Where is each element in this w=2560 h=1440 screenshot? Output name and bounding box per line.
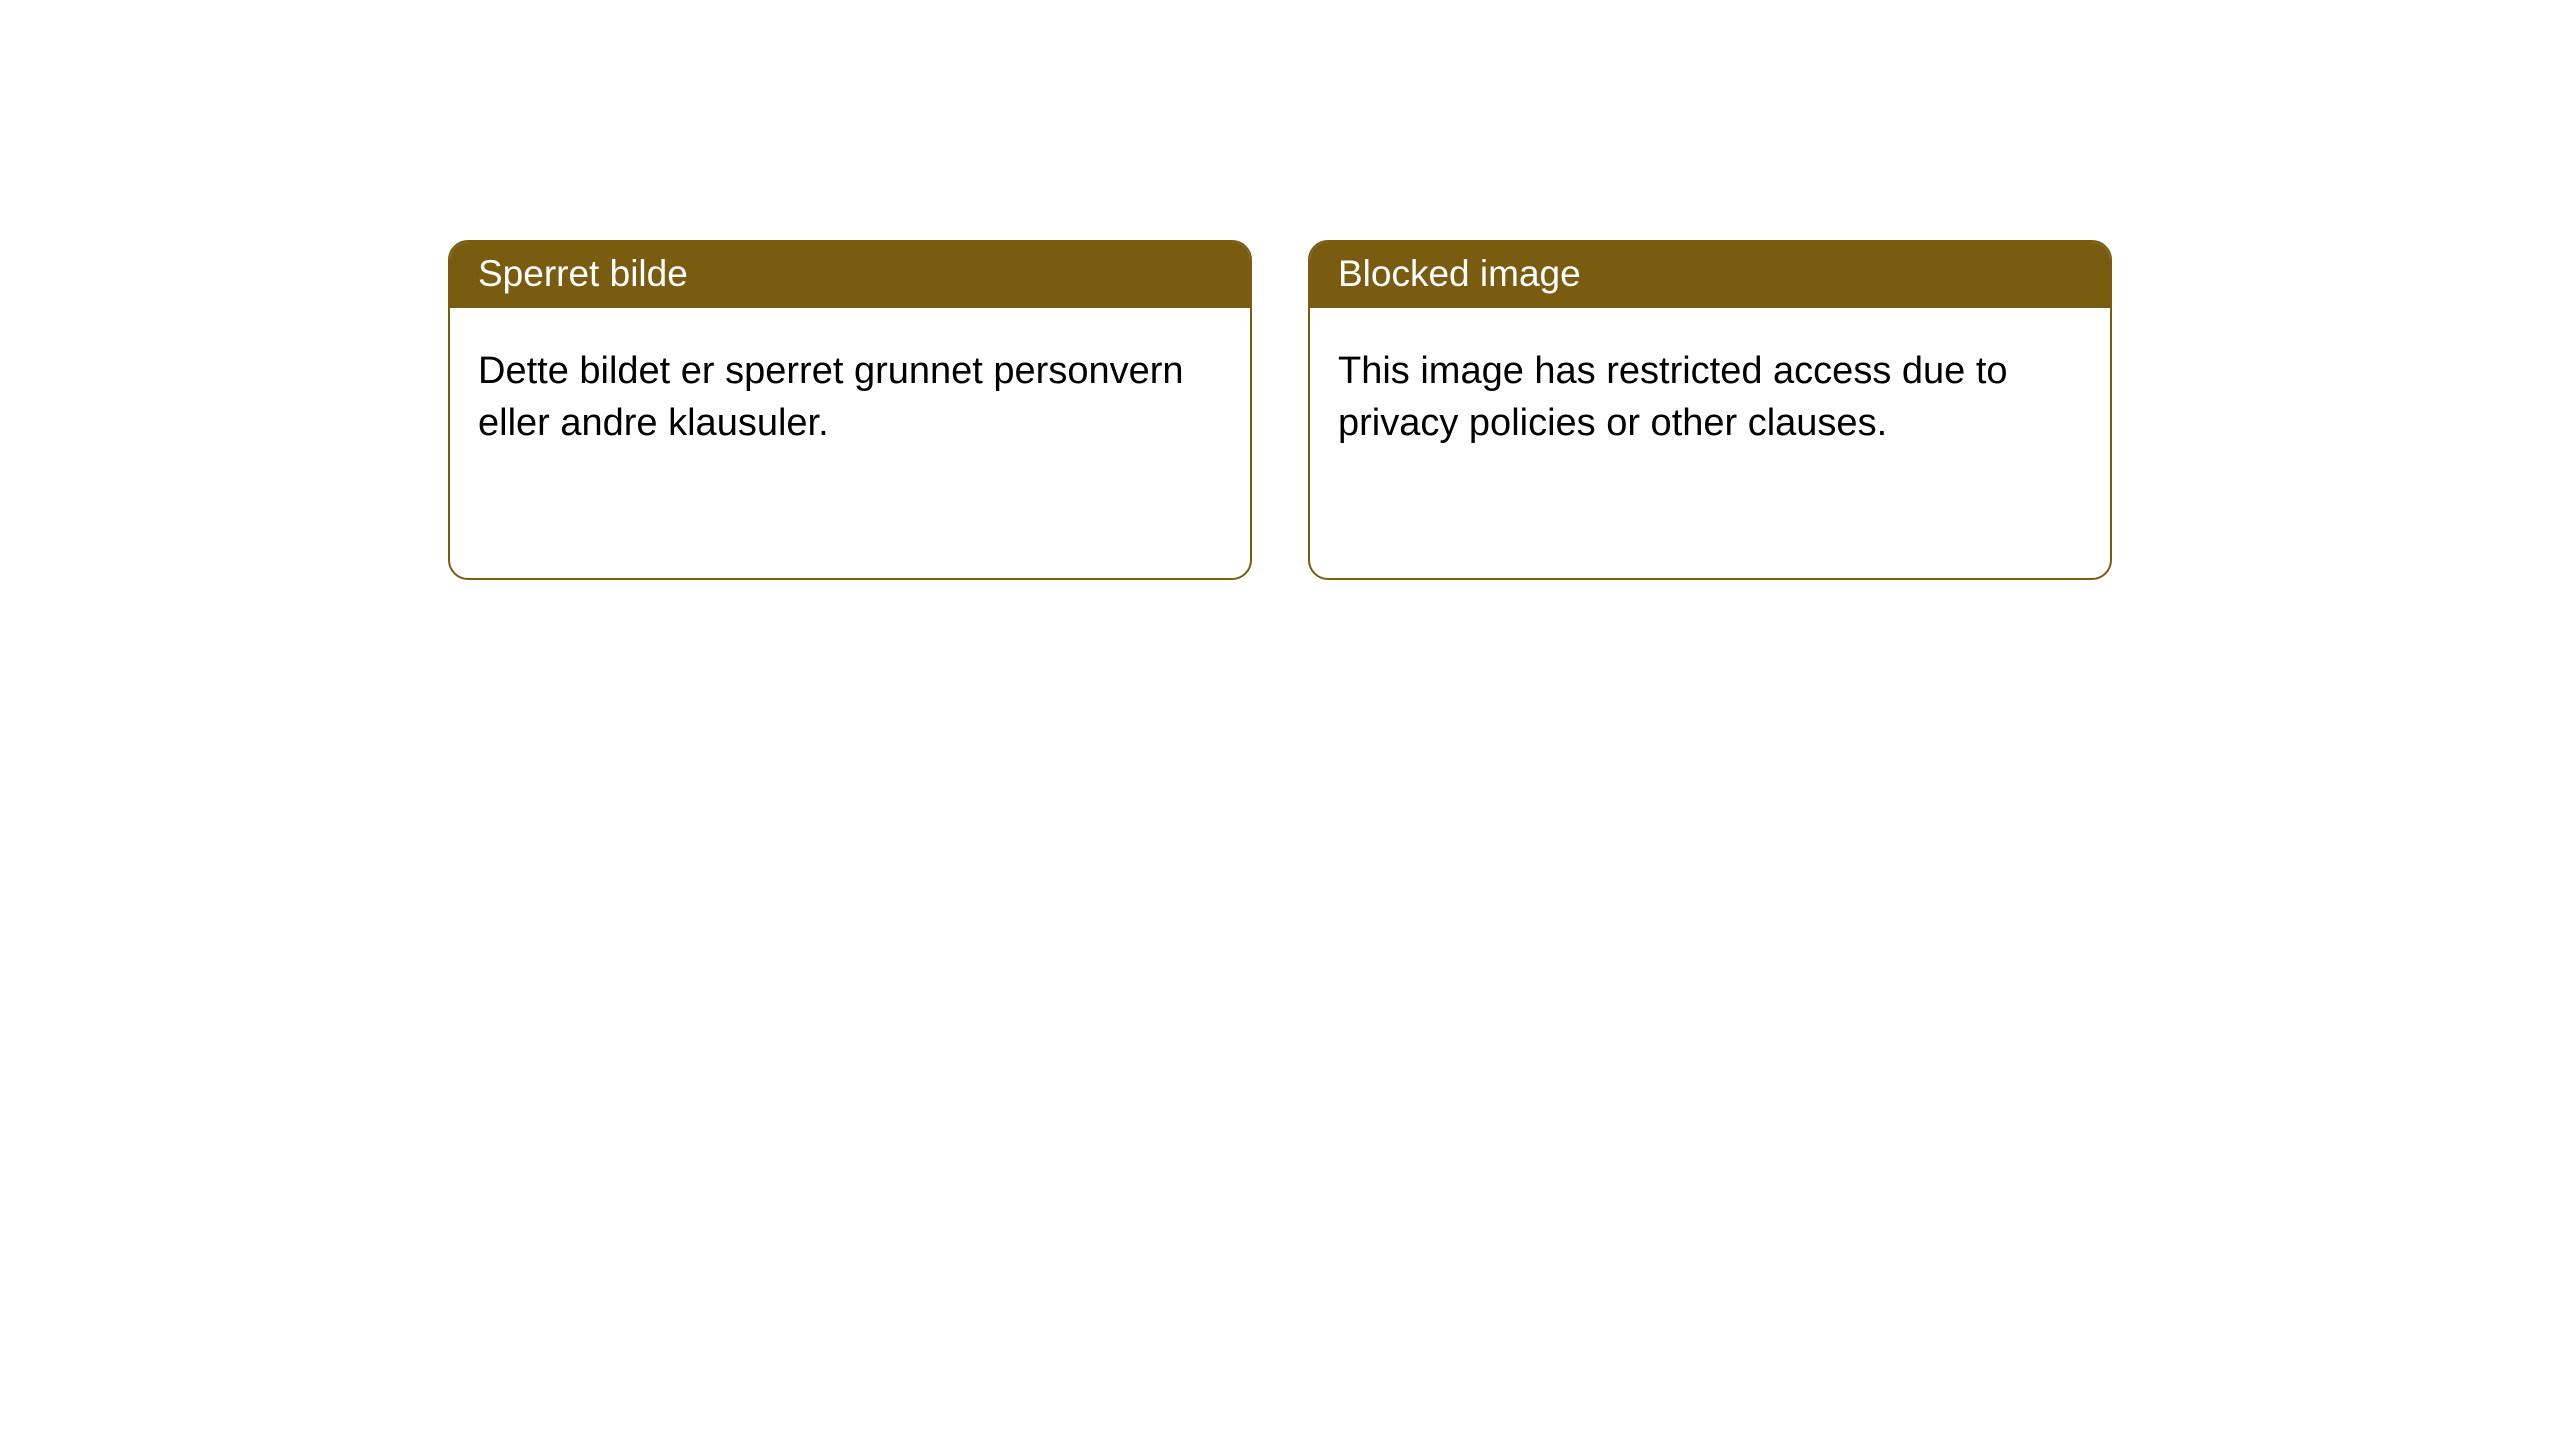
card-body-en: This image has restricted access due to … [1310, 308, 2110, 477]
card-header-en: Blocked image [1310, 242, 2110, 308]
blocked-image-card-no: Sperret bilde Dette bildet er sperret gr… [448, 240, 1252, 580]
card-header-no: Sperret bilde [450, 242, 1250, 308]
notice-container: Sperret bilde Dette bildet er sperret gr… [0, 0, 2560, 580]
blocked-image-card-en: Blocked image This image has restricted … [1308, 240, 2112, 580]
card-body-no: Dette bildet er sperret grunnet personve… [450, 308, 1250, 477]
